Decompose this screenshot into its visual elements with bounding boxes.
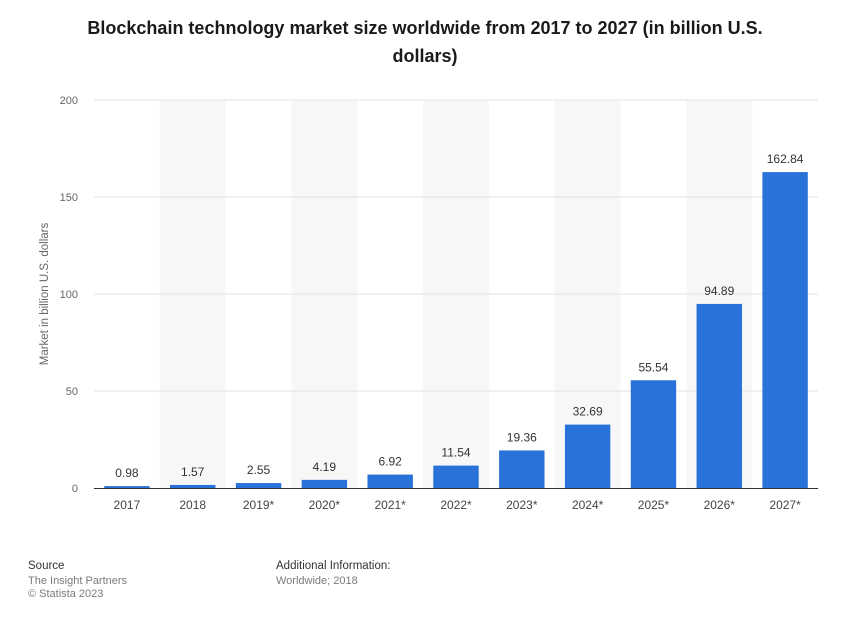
bar-value-label: 32.69 xyxy=(573,405,603,419)
x-tick-label: 2020* xyxy=(309,498,341,512)
bar-value-label: 1.57 xyxy=(181,465,205,479)
x-tick-label: 2024* xyxy=(572,498,604,512)
x-tick-label: 2018 xyxy=(179,498,206,512)
chart-title: Blockchain technology market size worldw… xyxy=(87,18,763,66)
y-tick-label: 50 xyxy=(66,386,78,398)
bar-value-label: 11.54 xyxy=(441,446,470,460)
bar-value-label: 4.19 xyxy=(313,460,337,474)
additional-info-heading: Additional Information: xyxy=(276,560,391,572)
bar xyxy=(630,380,677,488)
bar-value-label: 55.54 xyxy=(638,360,668,374)
bar xyxy=(170,484,216,488)
x-tick-label: 2025* xyxy=(638,498,670,512)
bar-chart: 0 50 100 150 200 0.98 2017 1.57 2018 2.55 2019* 4.1… xyxy=(39,95,818,512)
bar-value-label: 0.98 xyxy=(115,466,139,480)
bar-value-label: 6.92 xyxy=(379,455,403,469)
x-tick-label: 2026* xyxy=(704,498,736,512)
bar xyxy=(104,486,150,488)
bar xyxy=(235,483,282,488)
x-tick-label: 2021* xyxy=(374,498,406,512)
x-tick-label: 2023* xyxy=(506,498,538,512)
source-heading: Source xyxy=(28,560,65,572)
x-tick-label: 2022* xyxy=(440,498,472,512)
bar xyxy=(564,424,611,488)
x-tick-label: 2027* xyxy=(769,498,801,512)
bar xyxy=(433,465,479,488)
x-tick-label: 2019* xyxy=(243,498,275,512)
bar xyxy=(367,474,413,488)
y-tick-label: 200 xyxy=(60,95,78,107)
bar-value-label: 94.89 xyxy=(704,284,734,298)
bar xyxy=(696,303,742,488)
bar xyxy=(301,479,348,488)
additional-info-line: Worldwide; 2018 xyxy=(276,575,358,587)
additional-info-block: Additional Information: Worldwide; 2018 xyxy=(276,560,390,588)
source-line-2: © Statista 2023 xyxy=(28,588,104,600)
y-tick-label: 150 xyxy=(60,192,78,204)
y-axis-title: Market in billion U.S. dollars xyxy=(39,222,51,365)
source-block: Source The Insight Partners © Statista 2… xyxy=(28,560,127,601)
bar xyxy=(762,172,808,488)
bar xyxy=(499,450,545,488)
y-tick-label: 100 xyxy=(60,289,78,301)
bar-value-label: 2.55 xyxy=(247,463,271,477)
x-tick-label: 2017 xyxy=(114,498,141,512)
bar-value-label: 19.36 xyxy=(507,430,537,444)
bar-value-label: 162.84 xyxy=(767,152,804,166)
source-line-1[interactable]: The Insight Partners xyxy=(28,575,128,587)
y-tick-label: 0 xyxy=(72,483,78,495)
